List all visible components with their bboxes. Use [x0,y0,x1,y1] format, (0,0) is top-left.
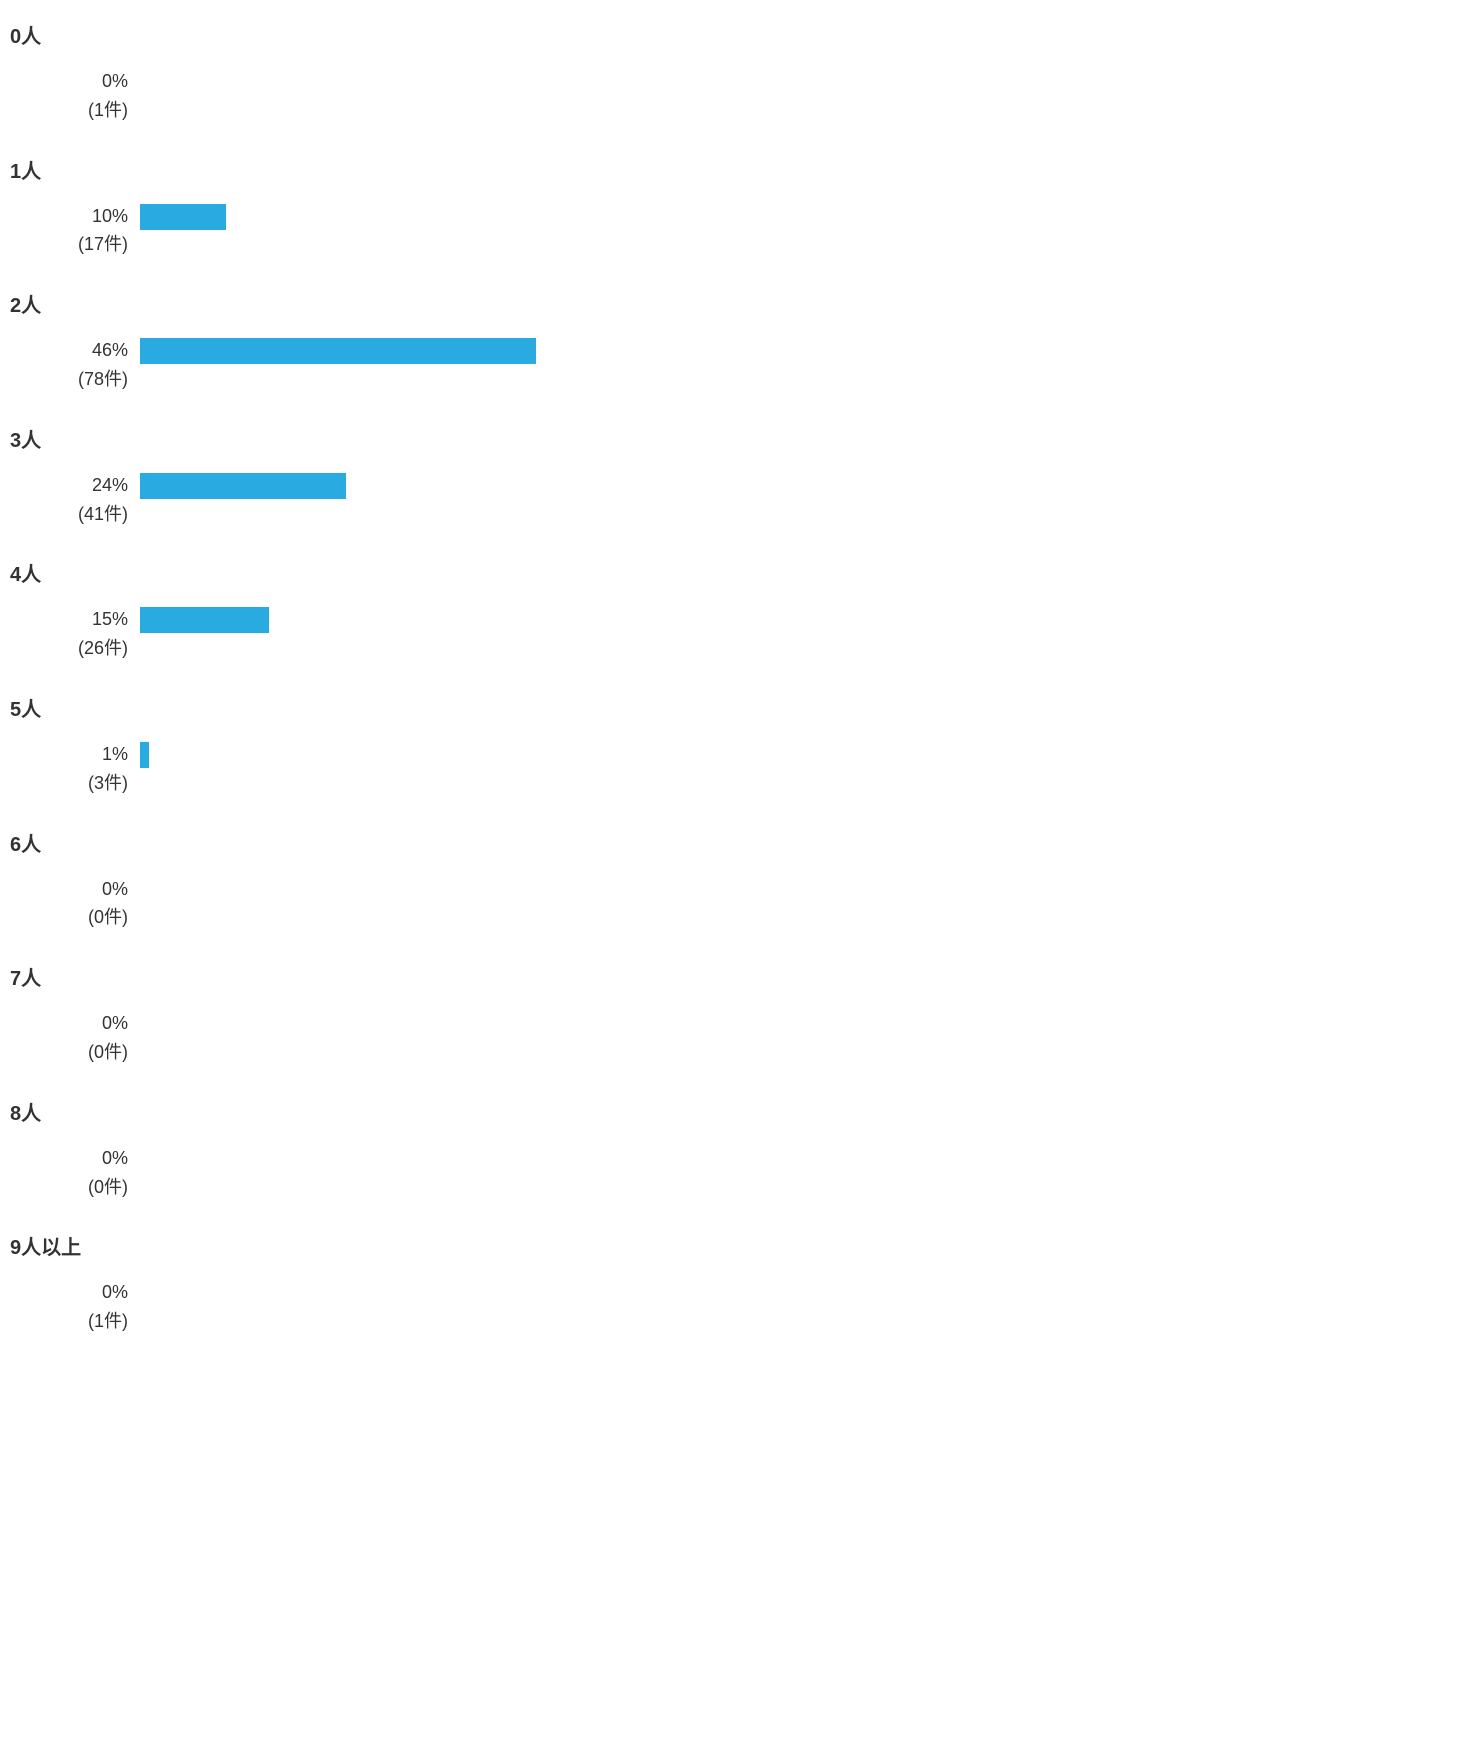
count-label: (41件) [10,500,128,529]
bar-track [140,67,1449,95]
count-label: (1件) [10,96,128,125]
bar-row: 0%(1件) [10,1278,1449,1336]
count-label: (17件) [10,230,128,259]
category-label: 6人 [10,828,1449,857]
category-label: 4人 [10,558,1449,587]
percent-label: 0% [10,1144,128,1173]
value-labels: 0%(1件) [10,1278,140,1336]
bar-row: 24%(41件) [10,471,1449,529]
bar-track [140,1278,1449,1306]
bar-track [140,336,1449,364]
count-label: (78件) [10,365,128,394]
value-labels: 0%(0件) [10,1144,140,1202]
value-labels: 0%(0件) [10,1009,140,1067]
category-label: 3人 [10,424,1449,453]
chart-category: 8人 0%(0件) [10,1097,1449,1202]
percent-label: 0% [10,875,128,904]
percent-label: 0% [10,1278,128,1307]
count-label: (26件) [10,634,128,663]
bar [140,742,149,768]
percent-label: 24% [10,471,128,500]
category-label: 7人 [10,962,1449,991]
value-labels: 24%(41件) [10,471,140,529]
bar-row: 0%(0件) [10,1009,1449,1067]
horizontal-bar-chart: 0人0%(1件)1人10%(17件)2人46%(78件)3人24%(41件)4人… [10,20,1449,1336]
percent-label: 46% [10,336,128,365]
category-label: 9人以上 [10,1231,1449,1260]
count-label: (0件) [10,1173,128,1202]
bar [140,204,226,230]
category-label: 5人 [10,693,1449,722]
bar-track [140,202,1449,230]
chart-category: 3人 24%(41件) [10,424,1449,529]
category-label: 0人 [10,20,1449,49]
bar [140,473,346,499]
bar-track [140,1009,1449,1037]
bar-row: 46%(78件) [10,336,1449,394]
chart-category: 2人 46%(78件) [10,289,1449,394]
chart-category: 9人以上 0%(1件) [10,1231,1449,1336]
value-labels: 1%(3件) [10,740,140,798]
value-labels: 46%(78件) [10,336,140,394]
bar-row: 15%(26件) [10,605,1449,663]
category-label: 2人 [10,289,1449,318]
percent-label: 15% [10,605,128,634]
bar-track [140,875,1449,903]
chart-category: 4人 15%(26件) [10,558,1449,663]
count-label: (3件) [10,769,128,798]
chart-category: 6人 0%(0件) [10,828,1449,933]
category-label: 1人 [10,155,1449,184]
chart-category: 0人 0%(1件) [10,20,1449,125]
bar-row: 0%(1件) [10,67,1449,125]
percent-label: 0% [10,67,128,96]
value-labels: 0%(0件) [10,875,140,933]
bar-row: 0%(0件) [10,1144,1449,1202]
bar-row: 1%(3件) [10,740,1449,798]
value-labels: 15%(26件) [10,605,140,663]
chart-category: 7人 0%(0件) [10,962,1449,1067]
count-label: (0件) [10,1038,128,1067]
bar-track [140,740,1449,768]
bar [140,338,536,364]
chart-category: 5人 1%(3件) [10,693,1449,798]
value-labels: 10%(17件) [10,202,140,260]
count-label: (1件) [10,1307,128,1336]
bar-track [140,471,1449,499]
bar [140,607,269,633]
chart-category: 1人 10%(17件) [10,155,1449,260]
bar-track [140,1144,1449,1172]
bar-row: 10%(17件) [10,202,1449,260]
value-labels: 0%(1件) [10,67,140,125]
percent-label: 1% [10,740,128,769]
bar-row: 0%(0件) [10,875,1449,933]
bar-track [140,605,1449,633]
percent-label: 10% [10,202,128,231]
percent-label: 0% [10,1009,128,1038]
category-label: 8人 [10,1097,1449,1126]
count-label: (0件) [10,903,128,932]
